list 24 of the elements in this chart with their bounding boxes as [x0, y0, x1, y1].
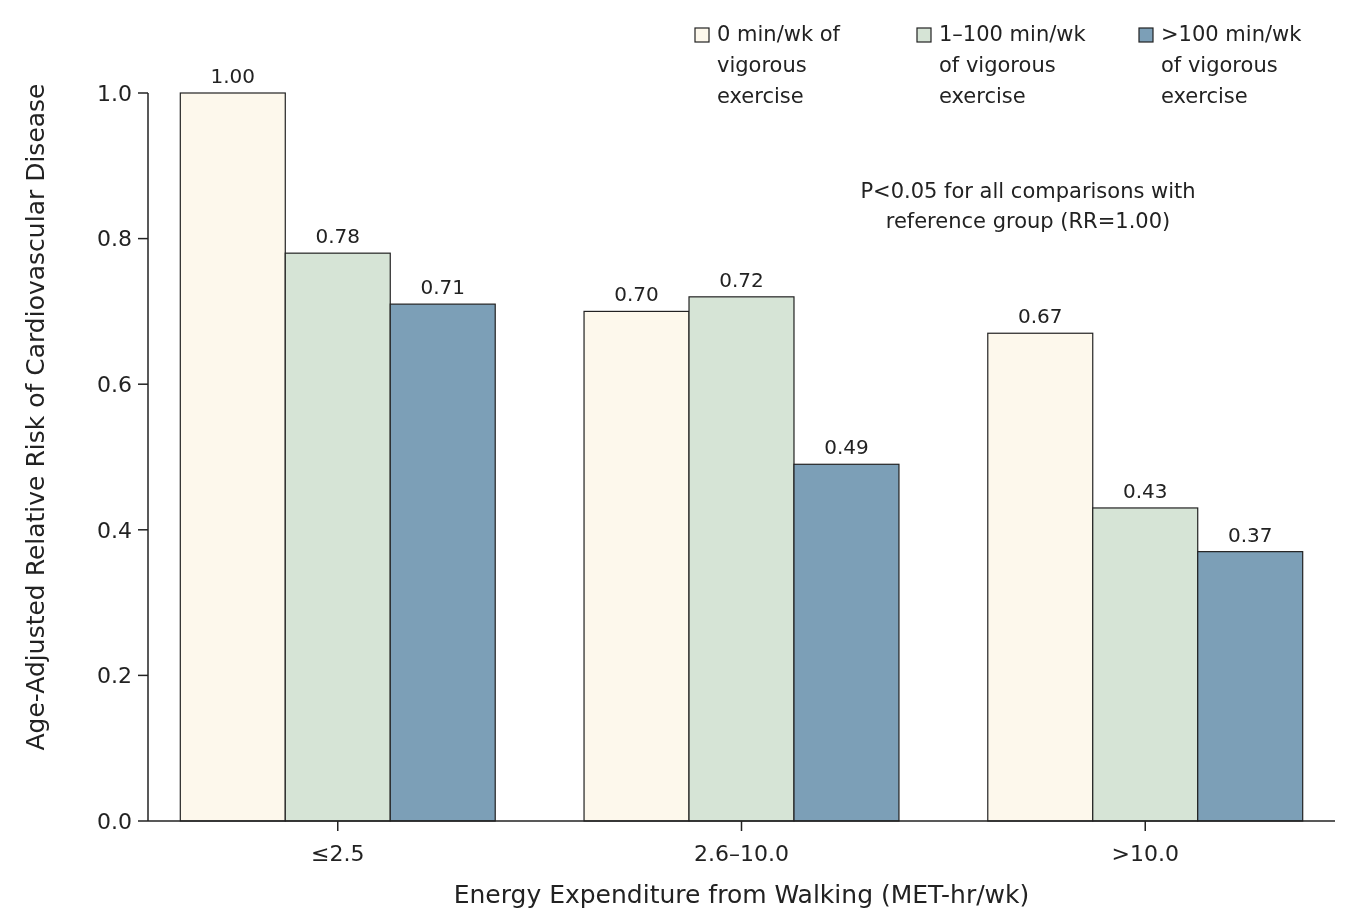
data-label: 0.67: [1018, 304, 1063, 329]
data-label: 0.78: [315, 224, 361, 249]
data-label: 1.00: [210, 64, 256, 88]
x-axis-title: Energy Expenditure from Walking (MET-hr/wk): [453, 880, 1030, 909]
y-tick-label: 0.6: [97, 371, 132, 397]
y-tick-label: 0.0: [97, 808, 132, 834]
data-label: 0.49: [824, 435, 869, 460]
y-tick-label: 0.4: [97, 517, 132, 543]
legend-label: 1–100 min/wk of vigorous exercise: [939, 22, 1087, 108]
data-label: 0.43: [1122, 478, 1168, 503]
y-tick-label: 1.0: [97, 80, 132, 106]
data-label: 0.71: [420, 275, 465, 300]
data-label: 0.70: [614, 282, 659, 307]
data-label: 0.72: [719, 267, 764, 292]
y-tick-label: 0.8: [97, 226, 132, 252]
y-axis-title: Age-Adjusted Relative Risk of Cardiovascular Disease: [21, 83, 50, 751]
annotation: P<0.05 for all comparisons with reference group (RR=1.00): [860, 179, 1196, 233]
x-tick-label: 2.6–10.0: [694, 841, 789, 866]
data-label: 0.37: [1227, 522, 1273, 547]
x-tick-label: ≤2.5: [311, 841, 365, 866]
x-tick-label: >10.0: [1111, 841, 1179, 866]
y-tick-label: 0.2: [97, 663, 132, 689]
legend-label: >100 min/wk of vigorous exercise: [1161, 22, 1303, 108]
legend-label: 0 min/wk of vigorous exercise: [717, 22, 841, 108]
